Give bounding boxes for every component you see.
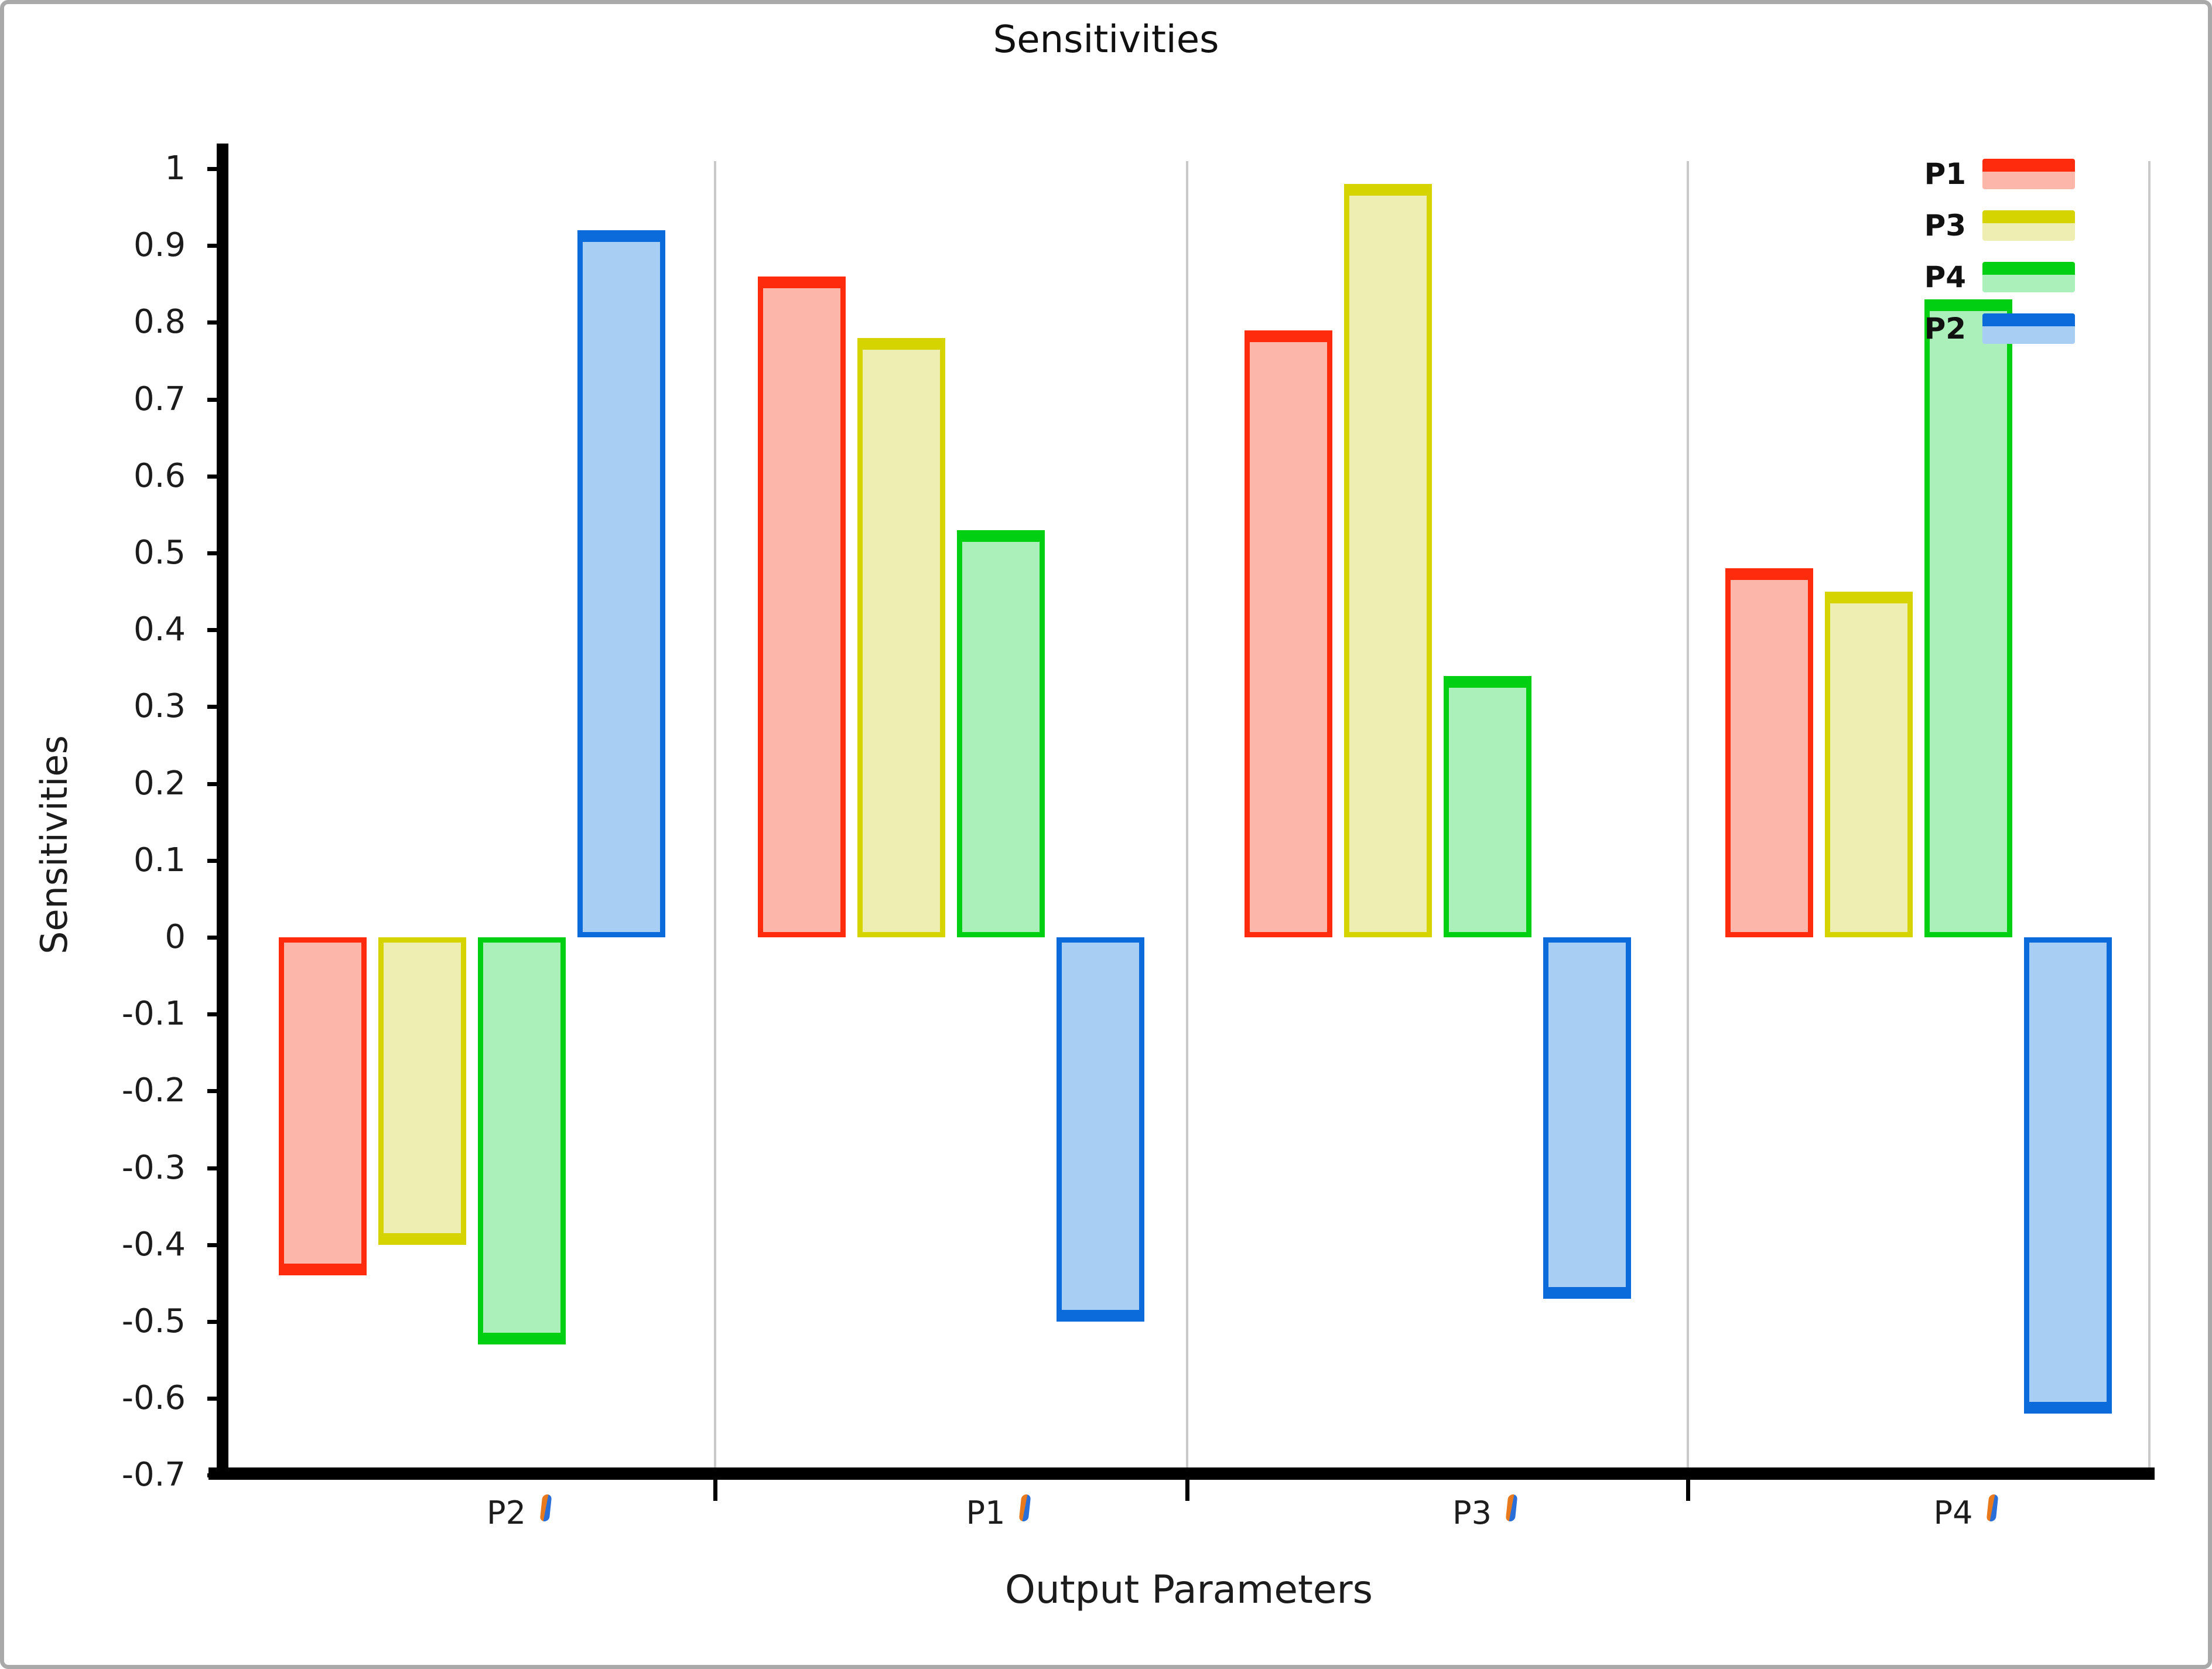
x-axis-line (208, 1467, 2155, 1480)
bar-P1-in-group-P1 (758, 276, 846, 937)
y-tick-label: 1 (165, 149, 186, 187)
x-category-label-P1: P1 (910, 1494, 1086, 1531)
legend-item-P1: P1 (1878, 148, 2075, 200)
y-tick-label: 0.6 (133, 456, 186, 495)
y-tick-mark (207, 936, 217, 940)
y-tick-label: 0.3 (133, 687, 186, 726)
bar-P2-in-group-P1 (1057, 937, 1144, 1322)
category-prime-mark-icon (539, 1494, 552, 1522)
legend-label: P3 (1924, 209, 1966, 243)
x-category-label-P3: P3 (1397, 1494, 1572, 1531)
y-tick-mark (207, 1397, 217, 1401)
y-tick-mark (207, 705, 217, 709)
legend-item-P3: P3 (1878, 200, 2075, 251)
x-category-text: P1 (966, 1494, 1006, 1531)
x-axis-label: Output Parameters (1005, 1567, 1373, 1612)
bar-P3-in-group-P4 (1825, 591, 1913, 937)
bar-P3-in-group-P2 (378, 937, 466, 1245)
y-tick-mark (207, 1012, 217, 1017)
x-category-text: P2 (487, 1494, 526, 1531)
y-tick-label: -0.2 (121, 1071, 186, 1110)
legend: P1 P3 P4 P2 (1878, 148, 2075, 354)
y-tick-mark (207, 167, 217, 171)
bar-P4-in-group-P2 (477, 937, 566, 1345)
bar-P4-in-group-P3 (1443, 675, 1531, 937)
legend-label: P1 (1924, 157, 1966, 191)
chart-title: Sensitivities (993, 18, 1219, 62)
y-tick-mark (207, 244, 217, 248)
legend-swatch (1982, 262, 2075, 292)
y-tick-label: 0.2 (133, 764, 186, 803)
y-tick-label: -0.4 (121, 1225, 186, 1264)
y-tick-label: -0.3 (121, 1148, 186, 1187)
legend-swatch (1982, 313, 2075, 344)
panel-separator (714, 161, 716, 1467)
y-tick-mark (207, 551, 217, 555)
x-category-text: P4 (1933, 1494, 1973, 1531)
panel-separator (2148, 161, 2151, 1467)
y-tick-label: 0.4 (133, 610, 186, 649)
category-prime-mark-icon (1019, 1494, 1031, 1522)
bar-P2-in-group-P2 (577, 230, 665, 937)
y-tick-label: 0.7 (133, 380, 186, 418)
y-tick-mark (207, 1243, 217, 1247)
y-tick-mark (207, 1089, 217, 1094)
y-axis-line (217, 144, 228, 1479)
x-tick-mark (1185, 1480, 1189, 1501)
y-tick-label: -0.5 (121, 1302, 186, 1340)
y-tick-label: 0 (165, 918, 186, 956)
bar-P1-in-group-P4 (1725, 568, 1813, 937)
y-tick-mark (207, 781, 217, 786)
y-tick-mark (207, 628, 217, 633)
x-tick-mark (713, 1480, 717, 1501)
y-tick-mark (207, 1473, 217, 1478)
bar-P3-in-group-P1 (857, 337, 945, 937)
legend-swatch (1982, 210, 2075, 241)
category-prime-mark-icon (1987, 1494, 1999, 1522)
y-tick-label: -0.7 (121, 1456, 186, 1494)
y-tick-label: 0.1 (133, 841, 186, 879)
y-tick-mark (207, 474, 217, 479)
bar-P1-in-group-P3 (1244, 330, 1332, 937)
y-tick-label: -0.6 (121, 1379, 186, 1418)
panel-separator (1687, 161, 1689, 1467)
legend-label: P2 (1924, 312, 1966, 346)
y-tick-label: 0.9 (133, 226, 186, 265)
y-tick-label: 0.8 (133, 303, 186, 342)
y-tick-mark (207, 397, 217, 402)
bar-P4-in-group-P1 (957, 530, 1045, 937)
x-category-label-P4: P4 (1878, 1494, 2053, 1531)
bar-P2-in-group-P3 (1543, 937, 1631, 1299)
y-tick-label: -0.1 (121, 995, 186, 1033)
y-tick-mark (207, 320, 217, 325)
legend-swatch (1982, 159, 2075, 189)
legend-item-P2: P2 (1878, 303, 2075, 354)
bar-P3-in-group-P3 (1343, 184, 1432, 937)
x-tick-mark (1686, 1480, 1690, 1501)
y-tick-mark (207, 1166, 217, 1170)
y-tick-mark (207, 1320, 217, 1324)
category-prime-mark-icon (1505, 1494, 1518, 1522)
y-tick-label: 0.5 (133, 534, 186, 572)
legend-label: P4 (1924, 260, 1966, 294)
y-tick-mark (207, 858, 217, 863)
bar-P1-in-group-P2 (278, 937, 367, 1276)
x-category-text: P3 (1452, 1494, 1492, 1531)
bar-P2-in-group-P4 (2024, 937, 2112, 1414)
legend-item-P4: P4 (1878, 251, 2075, 303)
x-category-label-P2: P2 (431, 1494, 607, 1531)
bar-P4-in-group-P4 (1924, 299, 2012, 937)
panel-separator (1186, 161, 1188, 1467)
